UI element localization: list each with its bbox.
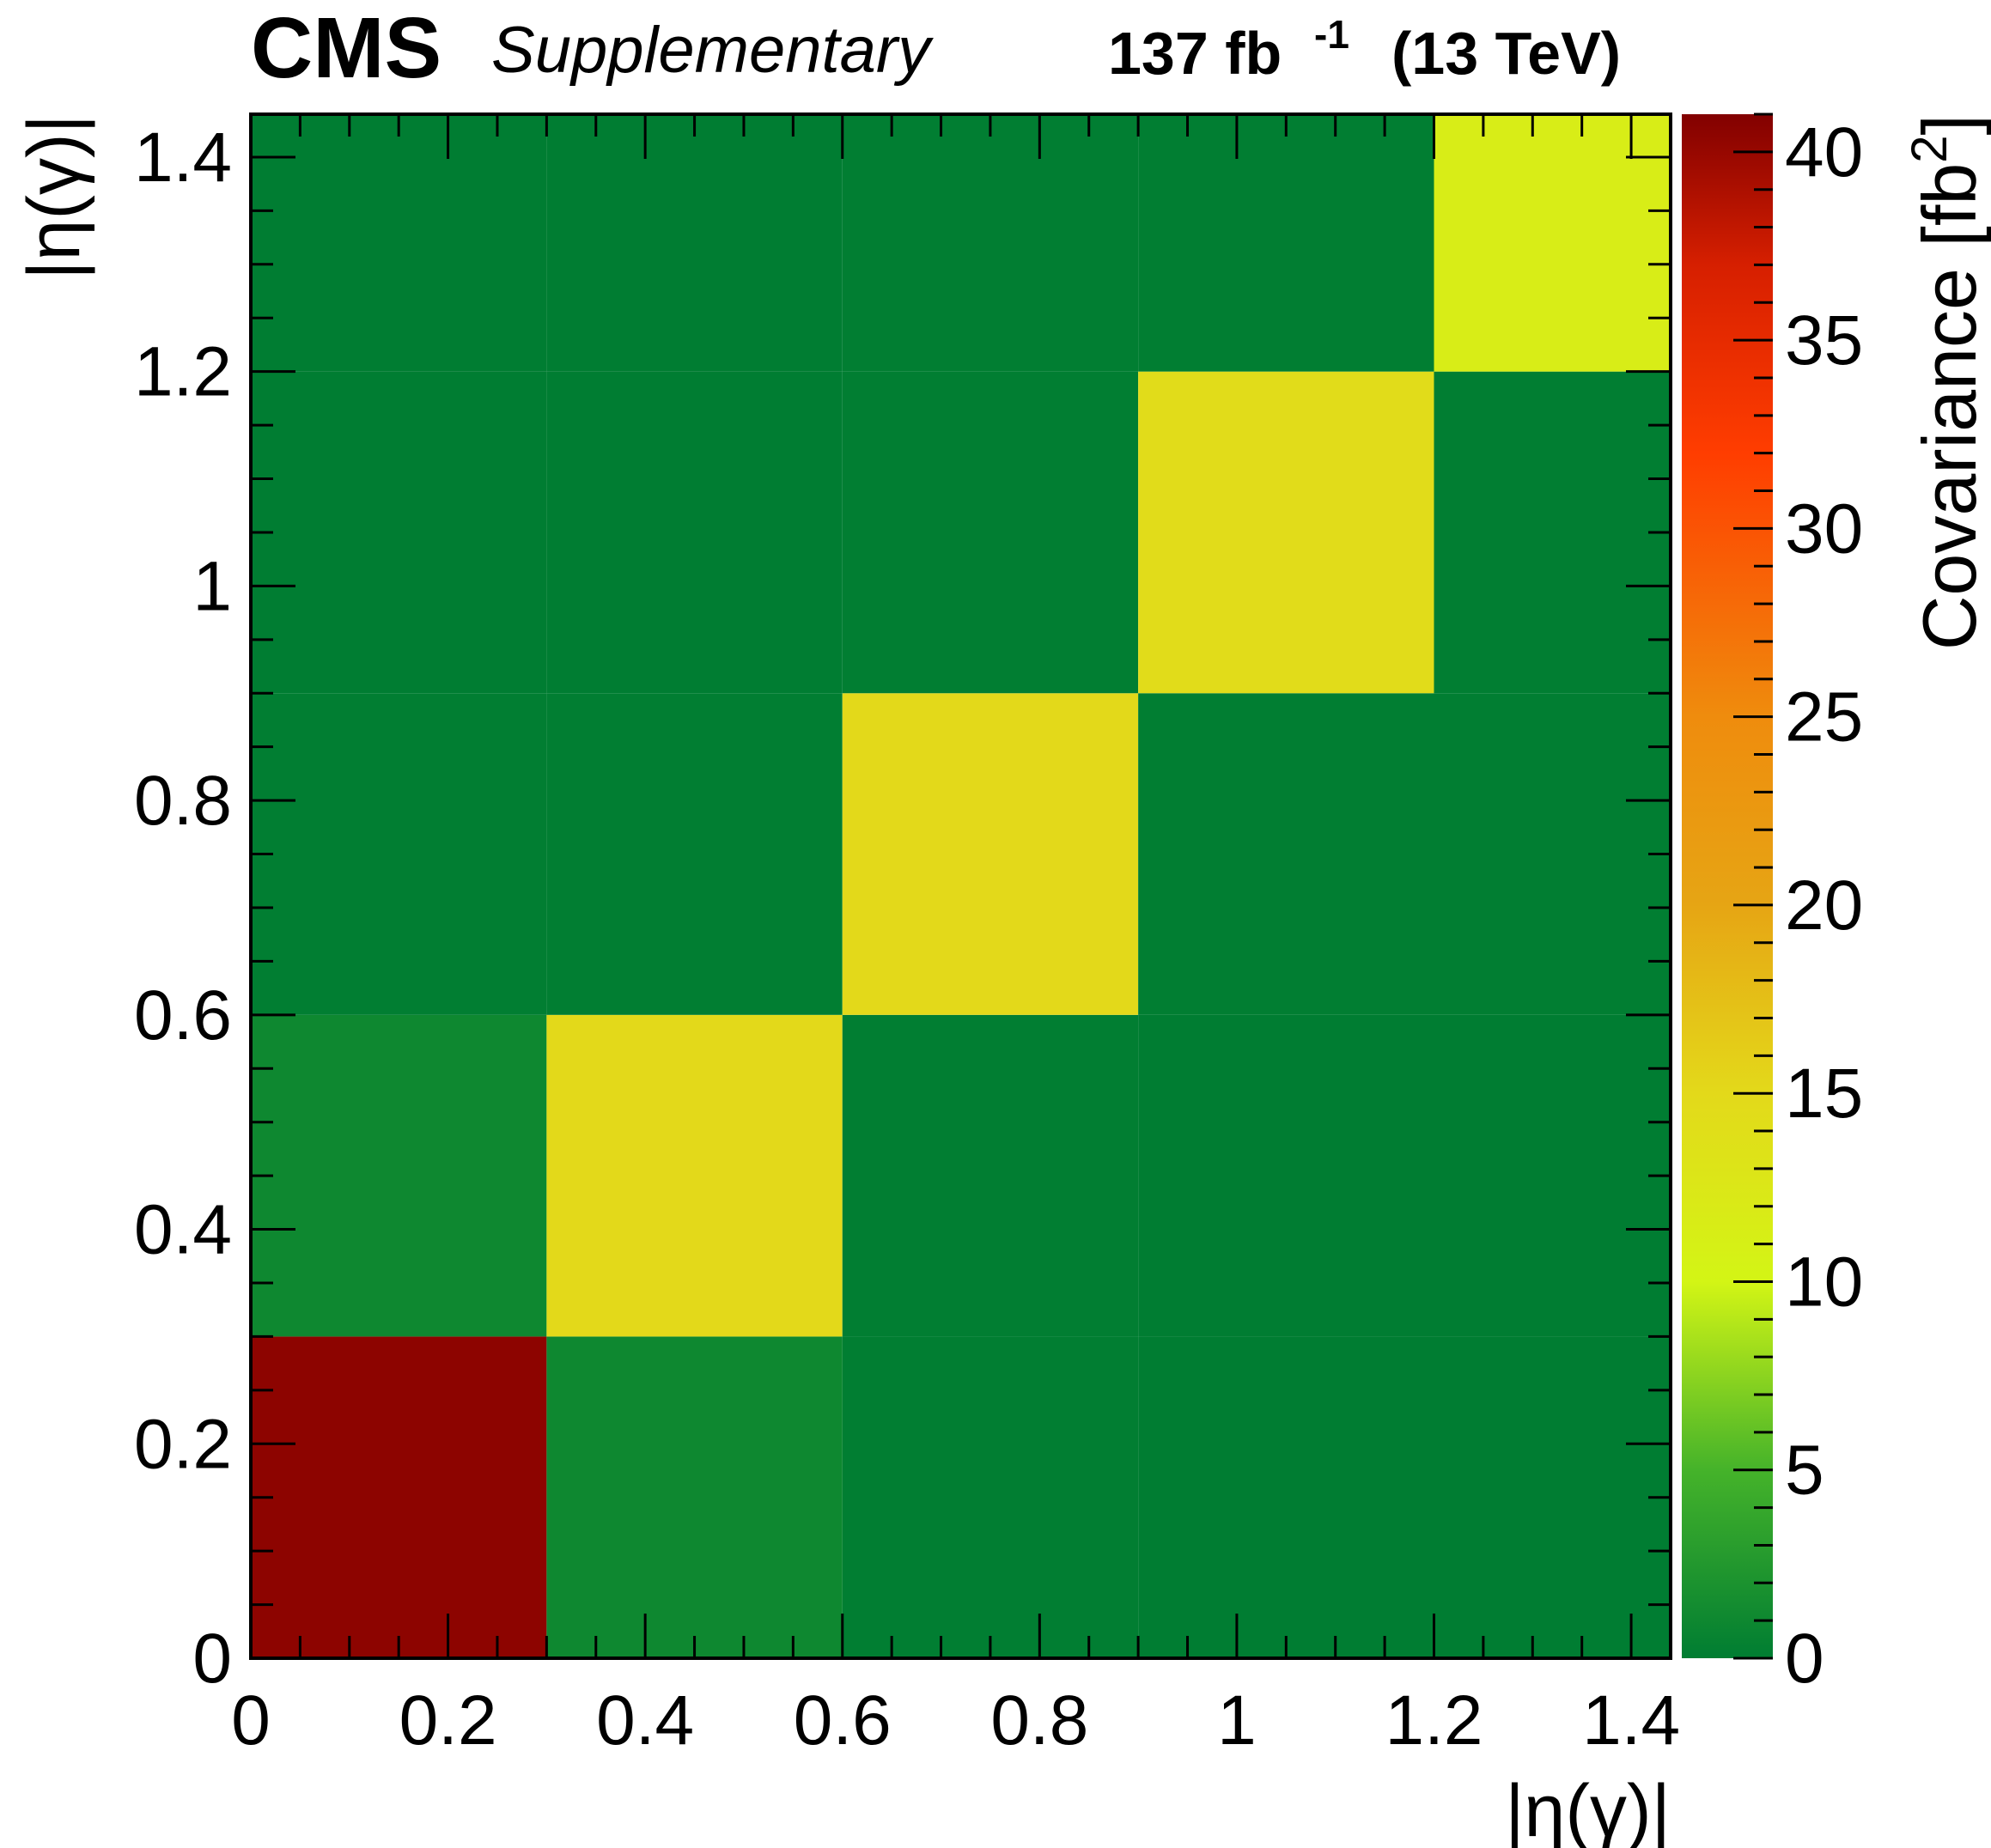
- heatmap-cell-2-1: [842, 1014, 1139, 1337]
- heatmap-cell-2-4: [842, 114, 1139, 372]
- colorbar-tick-label: 5: [1785, 1432, 1824, 1510]
- y-axis-tick-labels: 0 0.2 0.4 0.6 0.8 1 1.2 1.4: [134, 119, 232, 1698]
- heatmap-cell-3-3: [1138, 371, 1434, 694]
- heatmap-cell-2-2: [842, 693, 1139, 1015]
- x-axis-title: |η(γ)|: [1505, 1770, 1671, 1848]
- x-axis-ticks: [249, 114, 1633, 1658]
- y-tick-label: 0.6: [134, 976, 232, 1055]
- heatmap-cell-3-0: [1138, 1336, 1434, 1658]
- x-tick-label: 0.8: [990, 1681, 1088, 1760]
- heatmap-cell-2-0: [842, 1336, 1139, 1658]
- x-tick-label: 0: [231, 1681, 271, 1760]
- y-axis-title: |η(γ)|: [13, 114, 95, 280]
- heatmap-cell-3-1: [1138, 1014, 1434, 1337]
- heatmap-cell-1-2: [546, 693, 843, 1015]
- colorbar-tick-label: 0: [1785, 1620, 1824, 1698]
- colorbar-tick-label: 10: [1785, 1243, 1863, 1321]
- y-tick-label: 1.2: [134, 333, 232, 411]
- colorbar-tick-label: 20: [1785, 866, 1863, 945]
- colorbar-title: Covariance [fb2]: [1902, 114, 1991, 650]
- colorbar-tick-labels: 0 5 10 15 20 25 30 35 40: [1785, 113, 1863, 1698]
- heatmap-cell-4-1: [1434, 1014, 1671, 1337]
- heatmap-cell-4-3: [1434, 371, 1671, 694]
- x-tick-label: 0.4: [596, 1681, 694, 1760]
- supplementary-label: Supplementary: [491, 14, 934, 87]
- heatmap-cell-1-4: [546, 114, 843, 372]
- y-tick-label: 1.4: [134, 119, 232, 197]
- colorbar: [1682, 114, 1773, 1658]
- energy-label: (13 TeV): [1391, 20, 1621, 87]
- colorbar-tick-label: 25: [1785, 678, 1863, 757]
- y-tick-label: 1: [192, 547, 232, 625]
- colorbar-tick-label: 30: [1785, 489, 1863, 568]
- y-tick-label: 0: [192, 1620, 232, 1698]
- heatmap-cell-2-3: [842, 371, 1139, 694]
- colorbar-tick-label: 40: [1785, 113, 1863, 191]
- heatmap-cell-0-1: [251, 1014, 547, 1337]
- experiment-label: CMS: [251, 0, 441, 96]
- colorbar-title-close: ]: [1907, 114, 1991, 135]
- heatmap-cells: [251, 114, 1671, 1658]
- colorbar-title-exponent: 2: [1902, 135, 1958, 162]
- x-tick-label: 1.2: [1385, 1681, 1483, 1760]
- heatmap-cell-0-2: [251, 693, 547, 1015]
- luminosity-label: 137 fb -1 (13 TeV): [1108, 12, 1621, 87]
- heatmap-cell-1-3: [546, 371, 843, 694]
- y-tick-label: 0.2: [134, 1405, 232, 1483]
- x-tick-label: 0.6: [794, 1681, 892, 1760]
- y-tick-label: 0.4: [134, 1191, 232, 1269]
- colorbar-tick-label: 15: [1785, 1055, 1863, 1133]
- heatmap-cell-0-3: [251, 371, 547, 694]
- colorbar-title-main: Covariance [fb: [1907, 163, 1991, 650]
- x-tick-label: 1: [1217, 1681, 1257, 1760]
- heatmap-cell-4-4: [1434, 114, 1671, 372]
- heatmap-cell-1-1: [546, 1014, 843, 1337]
- heatmap-cell-4-2: [1434, 693, 1671, 1015]
- y-tick-label: 0.8: [134, 762, 232, 840]
- x-tick-label: 0.2: [399, 1681, 497, 1760]
- heatmap-cell-4-0: [1434, 1336, 1671, 1658]
- heatmap-cell-1-0: [546, 1336, 843, 1658]
- y-axis-ticks: [251, 155, 1671, 1660]
- colorbar-tick-label: 35: [1785, 301, 1863, 380]
- lumi-value: 137 fb: [1108, 20, 1282, 87]
- heatmap-cell-3-2: [1138, 693, 1434, 1015]
- heatmap-cell-3-4: [1138, 114, 1434, 372]
- heatmap-cell-0-4: [251, 114, 547, 372]
- lumi-exponent: -1: [1314, 12, 1349, 57]
- x-tick-label: 1.4: [1582, 1681, 1680, 1760]
- colorbar-ticks: [1733, 112, 1773, 1660]
- x-axis-tick-labels: 0 0.2 0.4 0.6 0.8 1 1.2 1.4: [231, 1681, 1680, 1760]
- heatmap-cell-0-0: [251, 1336, 547, 1658]
- plot-frame: [249, 112, 1672, 1660]
